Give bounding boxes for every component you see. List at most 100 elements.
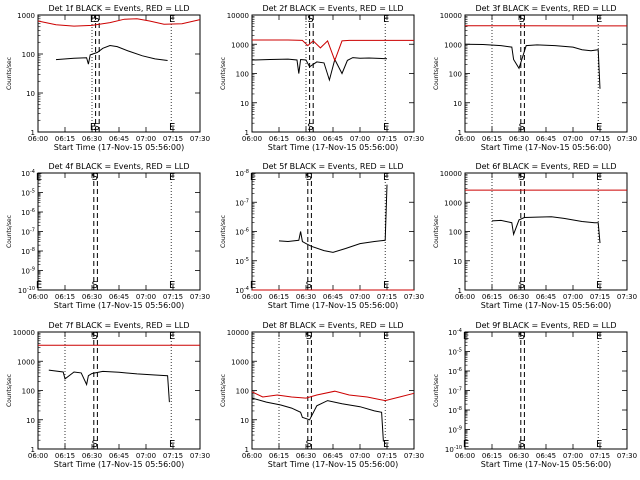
y-tick-label: 10 bbox=[453, 258, 462, 266]
series-line-events bbox=[278, 184, 388, 253]
x-axis-title: Start Time (17-Nov-15 05:56:00) bbox=[481, 143, 611, 152]
y-tick-label: 10 bbox=[26, 417, 35, 425]
x-tick-label: 07:15 bbox=[163, 452, 183, 460]
x-tick-label: 07:00 bbox=[136, 452, 156, 460]
y-axis-title: Counts/sec bbox=[6, 374, 13, 407]
marker-label-top: S bbox=[92, 331, 98, 342]
y-axis-title: Counts/sec bbox=[220, 374, 227, 407]
marker-label-top: E bbox=[596, 331, 602, 342]
x-tick-label: 06:00 bbox=[455, 293, 475, 301]
panel-title: Det 1f BLACK = Events, RED = LLD bbox=[48, 4, 189, 13]
marker-label-bottom: S bbox=[307, 122, 313, 133]
y-tick-label: 10 bbox=[240, 100, 249, 108]
y-tick-label: 10-6 bbox=[21, 208, 35, 217]
marker-label-top: S bbox=[519, 172, 525, 183]
marker-label-top: E bbox=[383, 331, 389, 342]
x-axis-title: Start Time (17-Nov-15 05:56:00) bbox=[481, 301, 611, 310]
y-tick-label: 10-5 bbox=[235, 257, 249, 266]
y-tick-label: 10-10 bbox=[18, 286, 35, 295]
y-tick-label: 10-9 bbox=[21, 267, 35, 276]
x-tick-label: 07:00 bbox=[563, 293, 583, 301]
marker-label-bottom: E bbox=[169, 280, 175, 291]
y-tick-label: 100 bbox=[236, 71, 249, 79]
x-tick-label: 06:15 bbox=[269, 452, 289, 460]
x-tick-label: 07:00 bbox=[350, 293, 370, 301]
x-tick-label: 06:15 bbox=[55, 293, 75, 301]
marker-label-bottom: E bbox=[169, 122, 175, 133]
panel-5f: Det 5f BLACK = Events, RED = LLD 10-4 10-5… bbox=[220, 162, 424, 310]
x-tick-label: 06:15 bbox=[269, 293, 289, 301]
y-tick-label: 10-5 bbox=[21, 189, 35, 198]
y-tick-label: 10 bbox=[453, 100, 462, 108]
y-tick-label: 1 bbox=[31, 446, 35, 454]
marker-label-bottom: E bbox=[383, 122, 389, 133]
series-line-lld bbox=[37, 18, 201, 27]
plot-frame bbox=[37, 14, 201, 133]
x-tick-label: 06:15 bbox=[482, 452, 502, 460]
y-axis-title: Counts/sec bbox=[220, 215, 227, 248]
y-tick-label: 10-10 bbox=[445, 445, 462, 454]
y-tick-label: 10 bbox=[240, 417, 249, 425]
marker-label-top: S bbox=[307, 14, 313, 25]
x-axis-title: Start Time (17-Nov-15 05:56:00) bbox=[54, 301, 184, 310]
marker-label-bottom: S bbox=[306, 280, 312, 291]
plot-frame bbox=[37, 331, 201, 450]
x-tick-label: 06:45 bbox=[323, 135, 343, 143]
y-tick-label: 1 bbox=[31, 129, 35, 137]
y-tick-label: 10000 bbox=[227, 329, 249, 337]
y-tick-label: 1 bbox=[245, 446, 249, 454]
marker-label-top: E bbox=[596, 14, 602, 25]
x-tick-label: 06:45 bbox=[109, 135, 129, 143]
panel-6f: Det 6f BLACK = Events, RED = LLD 1 10 100 10… bbox=[433, 162, 637, 310]
x-tick-label: 07:15 bbox=[163, 293, 183, 301]
plot-frame bbox=[251, 172, 415, 291]
panel-title: Det 3f BLACK = Events, RED = LLD bbox=[475, 4, 616, 13]
x-tick-label: 07:15 bbox=[590, 452, 610, 460]
panel-title: Det 2f BLACK = Events, RED = LLD bbox=[262, 4, 403, 13]
marker-label-bottom: E bbox=[596, 122, 602, 133]
x-tick-label: 06:00 bbox=[28, 135, 48, 143]
marker-label-bottom: S bbox=[519, 122, 525, 133]
marker-label-bottom: E bbox=[90, 122, 96, 133]
marker-label-top: E bbox=[169, 14, 175, 25]
marker-label-top: E bbox=[250, 172, 256, 183]
x-tick-label: 06:30 bbox=[82, 452, 102, 460]
y-tick-label: 1000 bbox=[444, 41, 462, 49]
x-tick-label: 06:30 bbox=[509, 452, 529, 460]
x-tick-label: 06:45 bbox=[109, 293, 129, 301]
x-tick-label: 06:30 bbox=[296, 452, 316, 460]
x-tick-label: 06:45 bbox=[323, 293, 343, 301]
y-axis-title: Counts/sec bbox=[6, 57, 13, 90]
marker-label-bottom: E bbox=[596, 439, 602, 450]
x-tick-label: 07:30 bbox=[190, 293, 210, 301]
y-tick-label: 10-4 bbox=[21, 169, 35, 178]
x-tick-label: 07:15 bbox=[377, 452, 397, 460]
x-tick-label: 07:30 bbox=[404, 293, 424, 301]
x-tick-label: 06:15 bbox=[482, 293, 502, 301]
plot-frame bbox=[251, 14, 415, 133]
series-line-events bbox=[464, 43, 601, 89]
y-tick-label: 10-6 bbox=[235, 228, 249, 237]
y-tick-label: 1 bbox=[458, 129, 462, 137]
x-tick-label: 07:15 bbox=[590, 135, 610, 143]
x-tick-label: 07:00 bbox=[563, 135, 583, 143]
y-tick-label: 10000 bbox=[227, 12, 249, 20]
marker-label-top: S bbox=[92, 172, 98, 183]
x-tick-label: 07:15 bbox=[163, 135, 183, 143]
panel-title: Det 6f BLACK = Events, RED = LLD bbox=[475, 162, 616, 171]
marker-label-top: E bbox=[90, 14, 96, 25]
marker-label-bottom: S bbox=[306, 439, 312, 450]
panel-title: Det 8f BLACK = Events, RED = LLD bbox=[262, 321, 403, 330]
y-tick-label: 100 bbox=[449, 229, 462, 237]
plot-frame bbox=[251, 331, 415, 450]
marker-label-bottom: E bbox=[250, 280, 256, 291]
y-tick-label: 10-7 bbox=[448, 387, 462, 396]
series-line-events bbox=[251, 397, 384, 442]
marker-label-bottom: E bbox=[383, 280, 389, 291]
x-tick-label: 07:30 bbox=[190, 135, 210, 143]
x-tick-label: 07:30 bbox=[404, 135, 424, 143]
marker-label-bottom: S bbox=[92, 439, 98, 450]
x-tick-label: 07:30 bbox=[404, 452, 424, 460]
marker-label-top: E bbox=[169, 172, 175, 183]
y-tick-label: 10000 bbox=[13, 329, 35, 337]
